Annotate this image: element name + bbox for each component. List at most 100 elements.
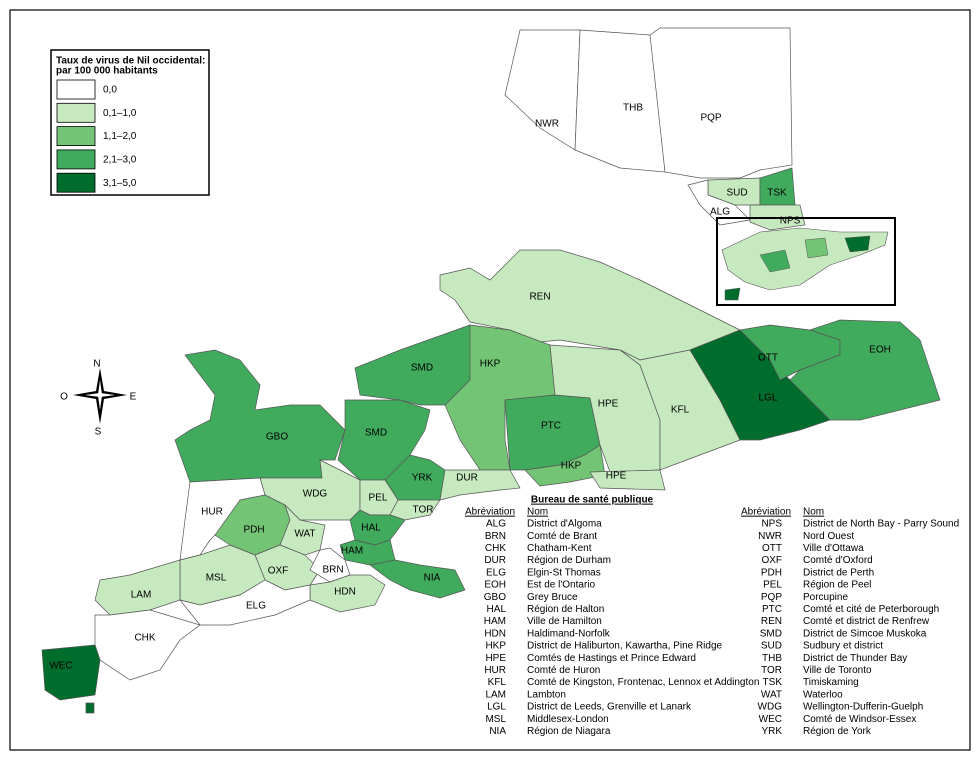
table-name: Lambton xyxy=(527,689,566,700)
region xyxy=(524,444,606,487)
table-abbr: PTC xyxy=(762,604,782,615)
table-abbr: HDN xyxy=(484,628,506,639)
inset-patch xyxy=(759,249,791,273)
region xyxy=(179,579,311,626)
region xyxy=(309,574,386,613)
table-abbr: LAM xyxy=(485,689,506,700)
region-label: REN xyxy=(529,292,550,303)
table-name: Elgin-St Thomas xyxy=(527,567,601,578)
table-abbr: OTT xyxy=(762,543,782,554)
region-label: PTC xyxy=(541,421,561,432)
region-label: HUR xyxy=(201,507,223,518)
table-name: Timiskaming xyxy=(803,677,859,688)
region-label: SUD xyxy=(726,188,747,199)
region-label: PQP xyxy=(700,113,721,124)
region-label: YRK xyxy=(412,473,433,484)
region-label: OTT xyxy=(758,353,778,364)
region-label: HKP xyxy=(561,461,582,472)
table-abbr: TOR xyxy=(761,665,782,676)
table-abbr: TSK xyxy=(763,677,783,688)
region-label: EOH xyxy=(869,345,891,356)
region-label: TOR xyxy=(413,505,434,516)
table-name: District de Simcoe Muskoka xyxy=(803,628,927,639)
table-name: Haldimand-Norfolk xyxy=(527,628,611,639)
table-name: Middlesex-London xyxy=(527,714,609,725)
region-label: HPE xyxy=(598,399,619,410)
table-abbr: ALG xyxy=(486,519,506,530)
region xyxy=(504,29,581,151)
table-name: District de North Bay - Parry Sound xyxy=(803,519,959,530)
table-header: Nom xyxy=(803,507,824,518)
table-abbr: CHK xyxy=(485,543,506,554)
region xyxy=(759,167,796,206)
table-name: Porcupine xyxy=(803,592,848,603)
table-name: District d'Algoma xyxy=(527,519,602,530)
legend-swatch xyxy=(56,126,96,146)
region xyxy=(439,469,521,501)
inset-land xyxy=(721,227,889,291)
legend-label: 3,1–5,0 xyxy=(103,178,137,189)
region-label: OXF xyxy=(268,566,289,577)
inset-patch xyxy=(724,287,741,301)
table-abbr: EOH xyxy=(484,580,506,591)
table-abbr: PDH xyxy=(761,567,782,578)
region xyxy=(619,349,741,471)
region-label: SMD xyxy=(411,363,433,374)
table-name: Comté d'Oxford xyxy=(803,555,873,566)
region-label: MSL xyxy=(206,573,227,584)
region-label: ELG xyxy=(246,601,266,612)
table-abbr: THB xyxy=(762,653,782,664)
table-abbr: YRK xyxy=(761,726,782,737)
region xyxy=(389,499,441,521)
table-name: Région de Peel xyxy=(803,580,871,591)
table-name: Comté de Huron xyxy=(527,665,600,676)
table-abbr: NIA xyxy=(489,726,506,737)
region-label: HDN xyxy=(334,587,356,598)
region-label: LGL xyxy=(759,393,778,404)
region-label: WDG xyxy=(303,489,328,500)
compass-letter: N xyxy=(93,359,100,370)
table-name: Waterloo xyxy=(803,689,843,700)
table-abbr: HAL xyxy=(487,604,507,615)
table-abbr: BRN xyxy=(485,531,506,542)
legend-swatch xyxy=(56,172,96,193)
table-name: Nord Ouest xyxy=(803,531,854,542)
region-label: HAM xyxy=(341,546,363,557)
region-label: ALG xyxy=(710,207,730,218)
legend-swatch xyxy=(56,102,96,123)
region-label: CHK xyxy=(134,633,155,644)
table-abbr: WDG xyxy=(758,702,783,713)
table-name: Région de Niagara xyxy=(527,726,611,737)
legend-label: 2,1–3,0 xyxy=(103,155,137,166)
table-abbr: GBO xyxy=(484,592,506,603)
table-abbr: PEL xyxy=(763,580,782,591)
table-abbr: NPS xyxy=(761,519,782,530)
table-abbr: KFL xyxy=(488,677,507,688)
region-label: LAM xyxy=(131,590,152,601)
table-abbr: HUR xyxy=(484,665,506,676)
region xyxy=(444,324,556,471)
table-title: Bureau de santé publique xyxy=(531,495,654,506)
region xyxy=(789,319,941,421)
region-label: HAL xyxy=(361,523,381,534)
table-header: Abréviation xyxy=(465,507,515,518)
frame xyxy=(9,9,971,751)
table-name: Région de Durham xyxy=(527,555,611,566)
table-name: Comtés de Hastings et Prince Edward xyxy=(527,653,696,664)
region xyxy=(339,539,396,566)
table-name: Est de l'Ontario xyxy=(527,580,595,591)
table-name: Comté et district de Renfrew xyxy=(803,616,930,627)
table-name: Région de York xyxy=(803,726,872,737)
table-name: Wellington-Dufferin-Guelph xyxy=(803,702,923,713)
legend-label: 1,1–2,0 xyxy=(103,131,137,142)
table-abbr: DUR xyxy=(484,555,506,566)
region xyxy=(649,27,793,179)
table-header: Abréviation xyxy=(741,507,791,518)
compass-letter: E xyxy=(130,392,137,403)
region xyxy=(174,349,346,483)
table-name: Comté de Brant xyxy=(527,531,597,542)
region-label: BRN xyxy=(322,565,343,576)
region-label: HKP xyxy=(480,359,501,370)
region xyxy=(589,469,666,491)
region-label: NPS xyxy=(780,216,801,227)
